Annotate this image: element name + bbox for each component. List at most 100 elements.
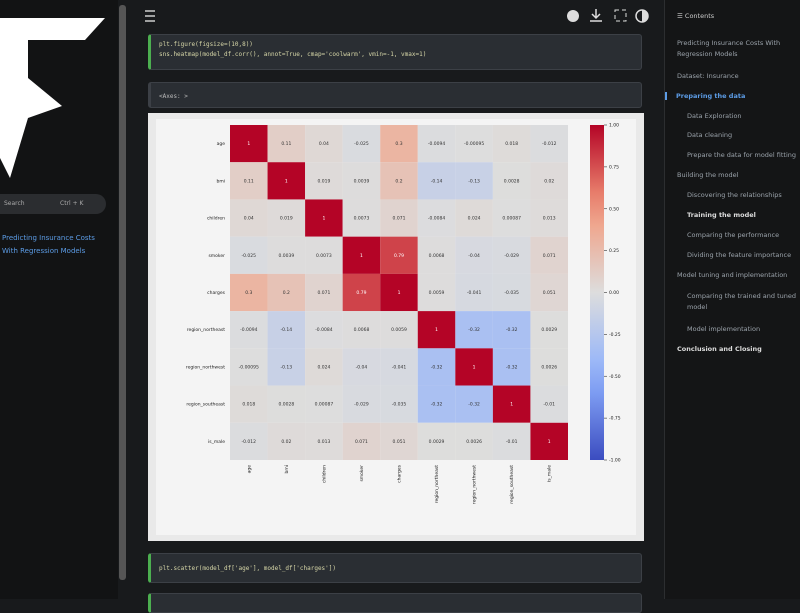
y-tick-label: charges — [207, 290, 225, 296]
cell-label: 0.071 — [393, 216, 406, 222]
toc-item[interactable]: Building the model — [677, 171, 739, 179]
heat-cell — [492, 422, 531, 460]
cell-label: 0.0039 — [354, 178, 370, 184]
cell-label: 0.02 — [544, 178, 554, 184]
heat-cell — [417, 236, 456, 274]
heat-cell — [380, 273, 418, 312]
cell-label: -0.029 — [504, 253, 519, 259]
heat-cell — [267, 236, 306, 274]
heat-cell — [342, 385, 381, 423]
heat-cell — [455, 422, 493, 460]
cell-label: 0.051 — [393, 439, 406, 445]
colorbar-tick-label: -0.75 — [609, 416, 621, 422]
toc-item[interactable]: Conclusion and Closing — [677, 345, 762, 353]
cell-label: -0.025 — [242, 253, 257, 259]
menu-icon[interactable] — [145, 10, 155, 22]
cell-label: -0.04 — [468, 253, 480, 259]
toc-title: ☰ Contents — [677, 12, 715, 20]
heat-cell — [230, 199, 268, 237]
logo — [0, 18, 105, 178]
cell-label: 0.013 — [543, 216, 556, 222]
cell-label: 0.04 — [244, 216, 254, 222]
heat-cell — [342, 162, 381, 200]
colorbar-tick-label: -0.50 — [609, 374, 621, 380]
code-cell — [148, 593, 642, 613]
code-cell[interactable]: plt.scatter(model_df['age'], model_df['c… — [148, 553, 642, 583]
heat-cell — [230, 125, 268, 163]
toc-item[interactable]: Dividing the feature importance — [687, 251, 792, 259]
toc-item[interactable]: Training the model — [687, 211, 756, 219]
cell-label: 0.2 — [395, 178, 402, 184]
heat-cell — [342, 125, 381, 163]
cell-label: 0.024 — [468, 216, 481, 222]
toc-item-active[interactable]: Preparing the data — [665, 92, 745, 100]
colorbar-tick-label: 0.00 — [609, 290, 619, 296]
search-box[interactable]: Search Ctrl + K — [0, 194, 106, 214]
cell-label: -0.00095 — [464, 141, 484, 147]
toc-item[interactable]: Discovering the relationships — [687, 191, 782, 199]
heat-cell — [417, 385, 456, 423]
cell-label: 0.024 — [317, 364, 330, 370]
download-icon[interactable] — [590, 9, 602, 22]
toc-item[interactable]: Prepare the data for model fitting — [687, 151, 797, 159]
heat-cell — [267, 422, 306, 460]
cell-label: 0.3 — [395, 141, 402, 147]
x-tick-label: children — [321, 465, 327, 483]
heat-cell — [492, 162, 531, 200]
cell-label: 1 — [322, 216, 325, 222]
toc-item[interactable]: Comparing the performance — [687, 231, 780, 239]
scrollbar[interactable] — [119, 5, 126, 580]
x-tick-label: is_male — [547, 465, 553, 482]
x-tick-label: bmi — [284, 465, 290, 474]
cell-label: -0.14 — [281, 327, 293, 333]
heat-cell — [455, 385, 493, 423]
cell-label: 0.0073 — [354, 216, 370, 222]
book-title[interactable]: Predicting Insurance Costs With Regressi… — [2, 234, 95, 255]
toc-item[interactable]: Dataset: Insurance — [677, 72, 739, 80]
heat-cell — [455, 236, 493, 274]
cell-label: 0.018 — [242, 402, 255, 408]
cell-label: 0.0026 — [541, 364, 557, 370]
cell-label: 0.019 — [317, 178, 330, 184]
heat-cell — [305, 311, 343, 349]
cell-label: 0.0073 — [316, 253, 332, 259]
cell-label: -0.01 — [506, 439, 518, 445]
cell-label: -0.04 — [356, 364, 368, 370]
colorbar-tick-label: 0.75 — [609, 164, 619, 170]
y-tick-label: bmi — [217, 178, 226, 184]
heat-cell — [530, 273, 568, 312]
heat-cell — [492, 125, 531, 163]
toc-item[interactable]: Model implementation — [687, 325, 761, 333]
heat-cell — [267, 199, 306, 237]
cell-label: 0.018 — [505, 141, 518, 147]
x-tick-label: region_northwest — [472, 465, 478, 504]
heat-cell — [530, 199, 568, 237]
cell-label: 0.0059 — [391, 327, 407, 333]
toc-item[interactable]: Data cleaning — [687, 131, 733, 139]
toc-item[interactable]: Predicting Insurance Costs With Regressi… — [677, 39, 781, 58]
y-tick-label: region_northwest — [186, 364, 225, 370]
cell-label: -0.32 — [506, 364, 518, 370]
heat-cell — [530, 348, 568, 386]
toc-item[interactable]: Data Exploration — [687, 112, 742, 120]
search-label: Search — [4, 200, 25, 207]
x-tick-label: region_southeast — [509, 465, 515, 504]
toc-item[interactable]: Model tuning and implementation — [677, 271, 788, 279]
cell-label: -0.012 — [242, 439, 257, 445]
heat-cell — [492, 385, 531, 423]
cell-label: -0.035 — [392, 402, 407, 408]
cell-label: 0.0029 — [541, 327, 557, 333]
heat-cell — [305, 385, 343, 423]
cell-label: -0.32 — [506, 327, 518, 333]
github-icon[interactable] — [567, 10, 579, 22]
heat-cell — [455, 125, 493, 163]
toc-item[interactable]: Comparing the trained and tuned model — [687, 292, 797, 311]
code-cell[interactable]: plt.figure(figsize=(10,8)) sns.heatmap(m… — [148, 34, 642, 70]
heat-cell — [455, 162, 493, 200]
cell-label: 0.0059 — [429, 290, 445, 296]
heat-cell — [417, 422, 456, 460]
heat-cell — [267, 385, 306, 423]
y-tick-label: region_northeast — [187, 327, 225, 333]
fullscreen-icon[interactable] — [614, 9, 627, 22]
